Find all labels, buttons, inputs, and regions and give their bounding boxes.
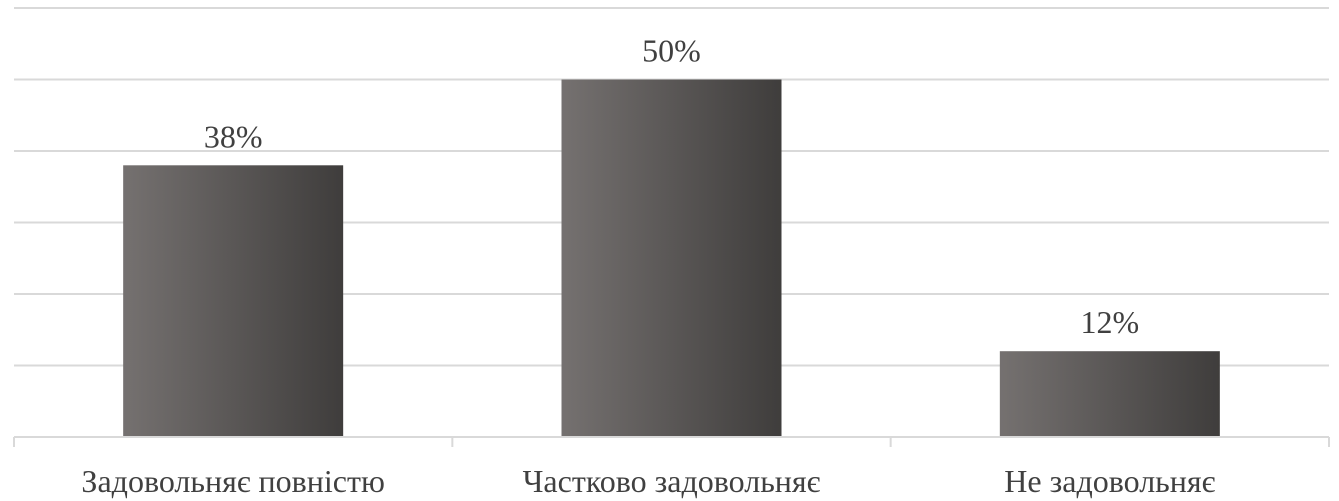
data-label: 12% xyxy=(1081,304,1140,340)
category-labels: Задовольняє повністю Частково задовольняє… xyxy=(81,463,1215,499)
data-label: 38% xyxy=(204,118,263,154)
data-label: 50% xyxy=(642,33,701,69)
x-axis xyxy=(13,436,1330,447)
data-labels: 38% 50% 12% xyxy=(204,33,1139,341)
bars xyxy=(123,79,1220,438)
bar xyxy=(561,79,782,437)
category-label: Задовольняє повністю xyxy=(81,463,384,499)
bar xyxy=(123,165,344,438)
bar xyxy=(999,351,1220,437)
category-label: Частково задовольняє xyxy=(523,463,821,499)
category-label: Не задовольняє xyxy=(1004,463,1215,499)
